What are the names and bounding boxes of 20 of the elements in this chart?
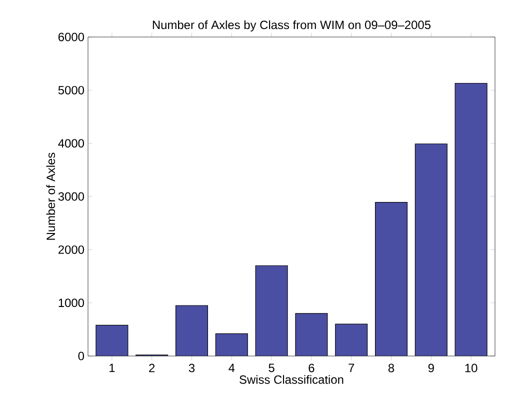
x-axis-title: Swiss Classification — [240, 375, 344, 384]
y-tick-label: 0 — [78, 352, 84, 360]
x-tick-label: 7 — [348, 364, 354, 372]
y-tick-label: 2000 — [58, 245, 84, 254]
x-tick-label: 10 — [465, 364, 478, 372]
x-tick-label: 6 — [308, 364, 314, 372]
y-tick-label: 5000 — [58, 86, 84, 94]
x-tick-label: 8 — [388, 364, 394, 372]
x-tick-label: 3 — [188, 364, 195, 372]
y-axis-title: Number of Axles — [46, 152, 56, 240]
x-tick-label: 2 — [149, 364, 155, 372]
y-tick-label: 1000 — [58, 298, 84, 308]
y-tick-label: 3000 — [58, 192, 84, 201]
x-tick-label: 1 — [110, 364, 115, 372]
x-tick-label: 5 — [268, 364, 274, 372]
y-tick-label: 6000 — [58, 32, 84, 42]
x-tick-label: 9 — [428, 364, 434, 372]
y-tick-label: 4000 — [58, 139, 84, 148]
chart-title: Number of Axles by Class from WIM on 09–09–2005 — [152, 20, 430, 32]
x-tick-label: 4 — [228, 364, 235, 372]
